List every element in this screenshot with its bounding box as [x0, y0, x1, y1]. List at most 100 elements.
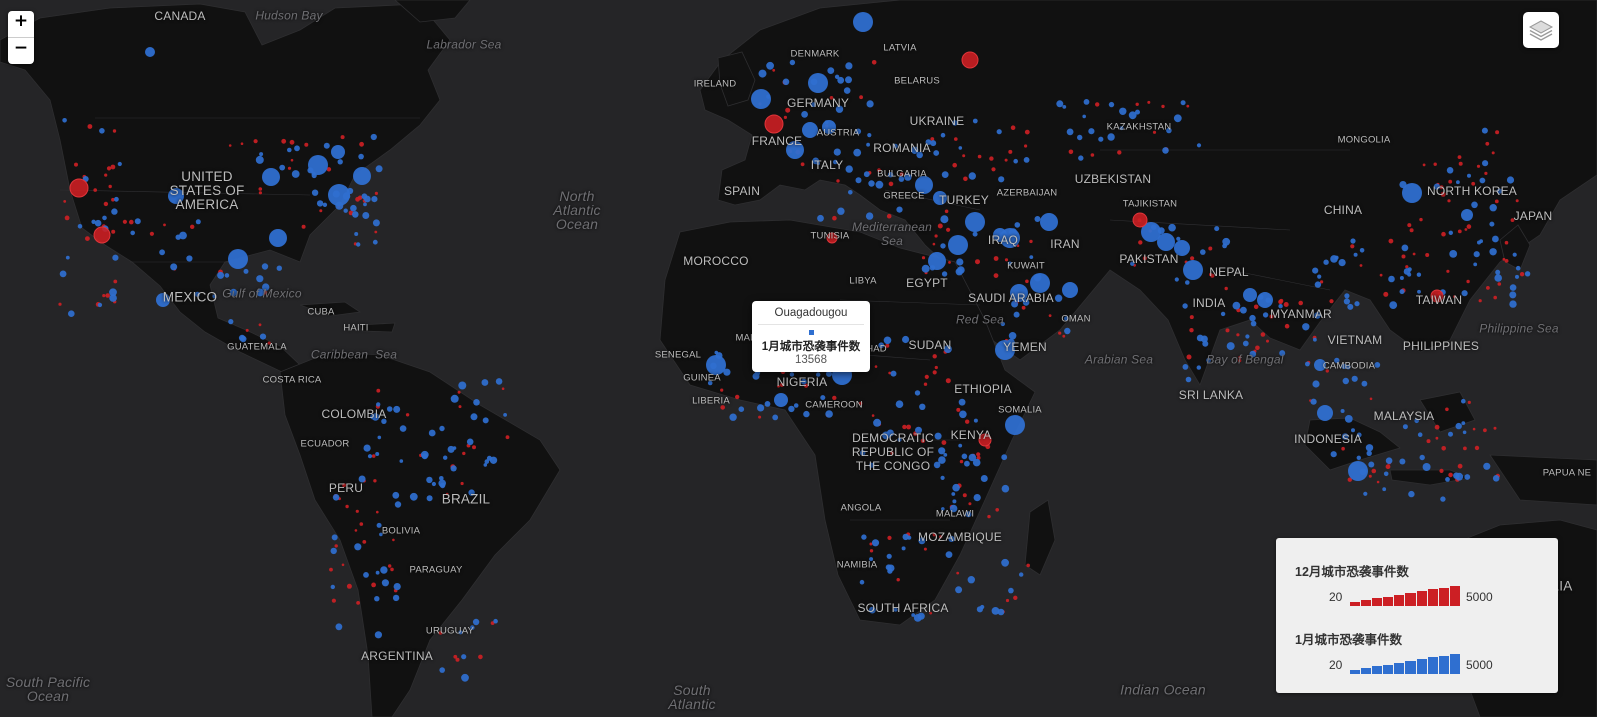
incident-marker — [362, 540, 367, 544]
incident-marker — [1417, 432, 1423, 438]
legend-january-scale — [1350, 653, 1460, 674]
incident-marker — [1108, 101, 1115, 108]
incident-marker — [1489, 221, 1495, 227]
incident-marker — [1250, 320, 1257, 327]
incident-marker — [887, 535, 892, 541]
country-label: FRANCE — [751, 134, 803, 148]
incident-marker — [335, 623, 343, 631]
country-label: VIETNAM — [1327, 333, 1383, 347]
incident-marker — [1062, 334, 1066, 338]
incident-marker — [959, 459, 964, 464]
incident-marker — [859, 450, 866, 456]
incident-marker — [1232, 301, 1241, 310]
incident-marker — [1368, 461, 1375, 468]
layers-button[interactable] — [1523, 12, 1559, 48]
legend-scale-bar — [1405, 593, 1416, 606]
incident-marker — [438, 479, 447, 488]
incident-marker — [1238, 355, 1242, 359]
incident-marker — [1001, 484, 1010, 493]
incident-marker — [887, 568, 893, 574]
incident-marker — [911, 146, 919, 154]
incident-marker — [869, 549, 874, 553]
incident-marker — [1351, 375, 1358, 382]
incident-marker — [1519, 272, 1525, 277]
incident-marker — [294, 145, 300, 152]
incident-marker — [263, 290, 268, 295]
incident-marker — [941, 507, 945, 511]
incident-marker — [941, 271, 948, 277]
incident-marker — [845, 165, 853, 173]
incident-marker — [102, 215, 107, 221]
incident-marker — [987, 514, 991, 519]
incident-marker — [945, 551, 953, 558]
incident-marker — [458, 405, 462, 409]
incident-marker — [940, 215, 949, 224]
incident-marker — [390, 567, 394, 572]
incident-marker — [836, 179, 840, 183]
country-label: GUINEA — [683, 372, 721, 384]
incident-marker — [1502, 257, 1506, 261]
incident-marker — [901, 546, 906, 551]
incident-marker — [757, 404, 765, 412]
country-label: UNITED STATES OF AMERICA — [169, 169, 245, 212]
incident-marker — [503, 413, 507, 417]
incident-marker — [996, 129, 1002, 135]
country-label: GERMANY — [786, 96, 850, 110]
incident-marker — [1138, 240, 1143, 245]
incident-marker — [811, 102, 816, 107]
marker — [1030, 273, 1050, 293]
incident-marker — [355, 196, 360, 202]
incident-marker — [109, 294, 117, 302]
incident-marker — [965, 419, 970, 424]
incident-marker — [789, 59, 796, 66]
incident-marker — [468, 489, 475, 496]
marker — [928, 252, 946, 270]
incident-marker — [363, 202, 367, 207]
country-label: CAMEROON — [805, 399, 863, 411]
marker — [1461, 209, 1473, 221]
incident-marker — [1366, 450, 1372, 456]
incident-marker — [883, 336, 892, 345]
legend-december-min: 20 — [1329, 590, 1343, 604]
incident-marker — [875, 180, 884, 189]
country-label: NEPAL — [1209, 265, 1249, 279]
incident-marker — [915, 426, 922, 434]
incident-marker — [394, 501, 402, 508]
incident-marker — [916, 151, 923, 159]
incident-marker — [1509, 291, 1517, 299]
water-label: Gulf of Mexico — [222, 286, 302, 301]
incident-marker — [1489, 248, 1497, 256]
incident-marker — [1492, 235, 1499, 243]
incident-marker — [326, 167, 332, 172]
incident-marker — [766, 61, 774, 70]
country-label: SENEGAL — [654, 349, 702, 361]
incident-marker — [1412, 252, 1416, 256]
incident-marker — [832, 215, 837, 221]
incident-marker — [484, 459, 490, 464]
incident-marker — [1279, 350, 1286, 357]
incident-marker — [855, 177, 862, 184]
large-december-markers — [69, 51, 1444, 447]
marker — [1010, 284, 1028, 302]
zoom-out-button[interactable]: − — [8, 37, 34, 64]
marker — [156, 293, 170, 307]
incident-marker — [393, 583, 401, 591]
incident-marker — [228, 144, 232, 147]
legend-scale-bar — [1427, 657, 1438, 674]
country-label: ETHIOPIA — [954, 382, 1012, 396]
incident-marker — [458, 630, 463, 635]
incident-marker — [1441, 446, 1446, 451]
incident-marker — [114, 196, 119, 202]
incident-marker — [1224, 286, 1228, 291]
incident-marker — [1064, 327, 1071, 335]
incident-marker — [827, 67, 835, 74]
marker — [1183, 260, 1203, 280]
incident-marker — [1504, 240, 1509, 245]
marker — [808, 73, 828, 93]
zoom-in-button[interactable]: + — [13, 11, 29, 31]
incident-marker — [461, 673, 469, 682]
incident-marker — [1226, 342, 1235, 351]
legend-december-max: 5000 — [1466, 590, 1493, 604]
